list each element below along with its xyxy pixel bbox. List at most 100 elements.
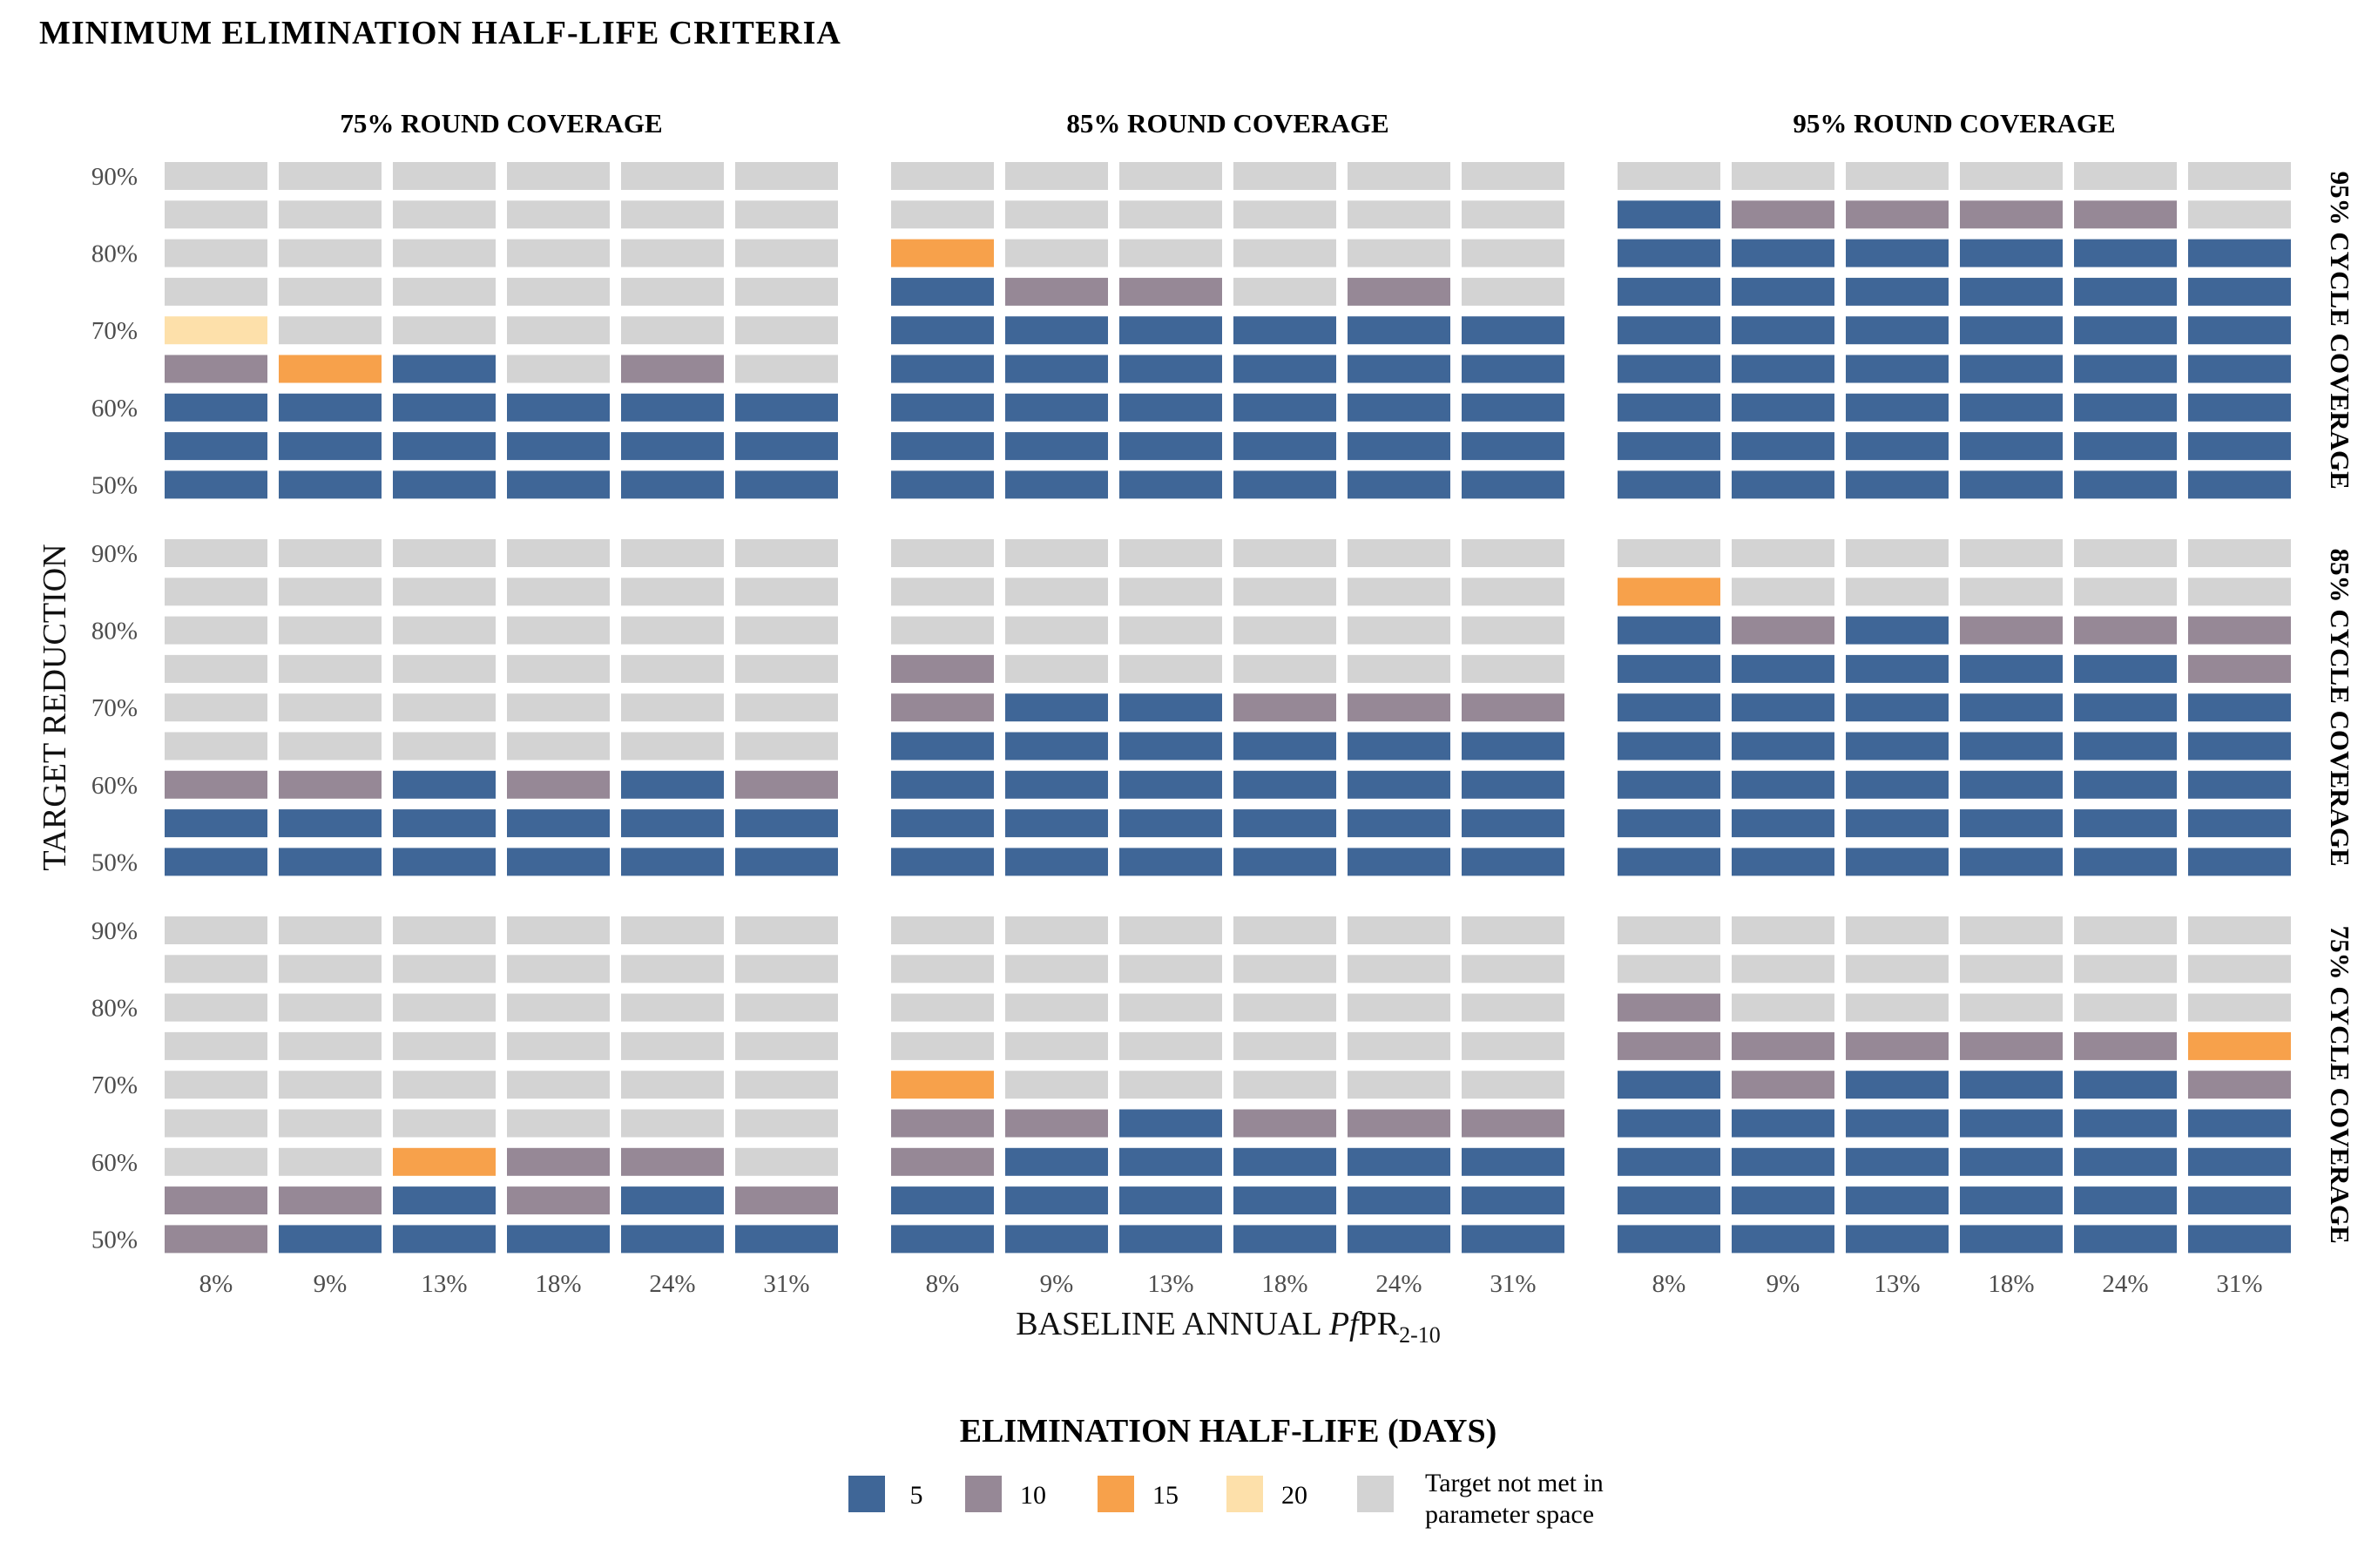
x-tick-label: 8% <box>1652 1270 1686 1298</box>
heatmap-cell <box>2074 1031 2177 1060</box>
heatmap-cell <box>1462 616 1564 645</box>
legend: ELIMINATION HALF-LIFE (DAYS) 5 10 15 20 Targ… <box>848 1413 1604 1529</box>
heatmap-cell <box>165 693 267 722</box>
heatmap-cell <box>1462 654 1564 683</box>
heatmap-cell <box>735 1031 838 1060</box>
heatmap-cell <box>621 693 724 722</box>
heatmap-cell <box>1846 770 1949 799</box>
heatmap-cell <box>393 393 496 422</box>
heatmap-cell <box>279 1071 382 1099</box>
heatmap-cell <box>1348 732 1450 760</box>
heatmap-cell <box>1618 955 1720 983</box>
heatmap-cell <box>1348 993 1450 1022</box>
heatmap-cell <box>1960 616 2063 645</box>
heatmap-cell <box>1119 200 1222 229</box>
heatmap-cell <box>393 732 496 760</box>
heatmap-cell <box>165 616 267 645</box>
heatmap-cell <box>279 432 382 461</box>
heatmap-cell <box>2188 1186 2291 1215</box>
heatmap-cell <box>1732 1031 1834 1060</box>
y-tick-label: 80% <box>91 240 138 268</box>
heatmap-cell <box>2188 578 2291 606</box>
heatmap-cell <box>1960 693 2063 722</box>
legend-label: 10 <box>1020 1481 1046 1510</box>
heatmap-cell <box>1846 1109 1949 1138</box>
heatmap-cell <box>1732 470 1834 499</box>
heatmap-cell <box>1462 1109 1564 1138</box>
heatmap-cell <box>2188 470 2291 499</box>
heatmap-cell <box>1732 277 1834 306</box>
heatmap-cell <box>507 1071 610 1099</box>
heatmap-cell <box>1005 239 1108 267</box>
heatmap-cell <box>621 539 724 567</box>
heatmap-cell <box>1119 578 1222 606</box>
x-tick-label: 9% <box>1040 1270 1074 1298</box>
heatmap-cell <box>735 770 838 799</box>
heatmap-cell <box>2188 693 2291 722</box>
heatmap-cell <box>1462 200 1564 229</box>
heatmap-cell <box>1005 355 1108 383</box>
heatmap-cell <box>1119 1109 1222 1138</box>
panel-3-1 <box>165 916 838 1254</box>
legend-items: 5 10 15 20 Target not met in parameter space <box>848 1469 1604 1529</box>
heatmap-cell <box>279 277 382 306</box>
heatmap-cell <box>1233 1031 1336 1060</box>
heatmap-cell <box>735 316 838 345</box>
heatmap-cell <box>1960 578 2063 606</box>
heatmap-cell <box>2188 654 2291 683</box>
legend-label: 5 <box>910 1481 923 1510</box>
legend-key <box>1226 1476 1263 1512</box>
heatmap-cell <box>735 470 838 499</box>
heatmap-cell <box>1960 539 2063 567</box>
heatmap-cell <box>1732 539 1834 567</box>
heatmap-cell <box>1618 732 1720 760</box>
heatmap-cell <box>393 316 496 345</box>
heatmap-cell <box>393 432 496 461</box>
heatmap-cell <box>1618 277 1720 306</box>
heatmap-cell <box>1119 809 1222 838</box>
heatmap-cell <box>1462 848 1564 876</box>
heatmap-cell <box>1846 1225 1949 1254</box>
heatmap-cell <box>507 470 610 499</box>
heatmap-cell <box>1348 770 1450 799</box>
heatmap-cell <box>1732 809 1834 838</box>
heatmap-cell <box>2074 200 2177 229</box>
heatmap-cell <box>165 200 267 229</box>
heatmap-cell <box>1462 809 1564 838</box>
heatmap-cell <box>1960 654 2063 683</box>
heatmap-cell <box>1005 1147 1108 1176</box>
y-tick-label: 70% <box>91 1071 138 1099</box>
heatmap-cell <box>891 1225 994 1254</box>
heatmap-cell <box>735 955 838 983</box>
heatmap-cell <box>2188 316 2291 345</box>
heatmap-cell <box>165 432 267 461</box>
x-tick-label: 9% <box>314 1270 348 1298</box>
heatmap-cell <box>279 809 382 838</box>
heatmap-cell <box>2074 654 2177 683</box>
heatmap-cell <box>735 809 838 838</box>
heatmap-cell <box>1348 162 1450 190</box>
heatmap-cell <box>621 916 724 944</box>
x-tick-label: 24% <box>1375 1270 1422 1298</box>
heatmap-cell <box>891 809 994 838</box>
heatmap-cell <box>1462 770 1564 799</box>
x-axis-title: BASELINE ANNUAL PfPR2-10 <box>1016 1306 1441 1348</box>
heatmap-cell <box>507 916 610 944</box>
heatmap-cell <box>2074 277 2177 306</box>
heatmap-cell <box>1119 1147 1222 1176</box>
heatmap-cell <box>1732 693 1834 722</box>
heatmap-cell <box>1233 162 1336 190</box>
legend-label: 15 <box>1152 1481 1179 1510</box>
heatmap-cell <box>891 1147 994 1176</box>
heatmap-cell <box>891 200 994 229</box>
heatmap-cell <box>507 239 610 267</box>
x-tick-label: 24% <box>2102 1270 2148 1298</box>
panel-2-1 <box>165 539 838 876</box>
heatmap-cell <box>165 470 267 499</box>
heatmap-cell <box>1005 1071 1108 1099</box>
heatmap-cell <box>1233 993 1336 1022</box>
heatmap-cell <box>1846 848 1949 876</box>
heatmap-cell <box>1846 1186 1949 1215</box>
heatmap-cell <box>1960 470 2063 499</box>
heatmap-cell <box>1960 1225 2063 1254</box>
